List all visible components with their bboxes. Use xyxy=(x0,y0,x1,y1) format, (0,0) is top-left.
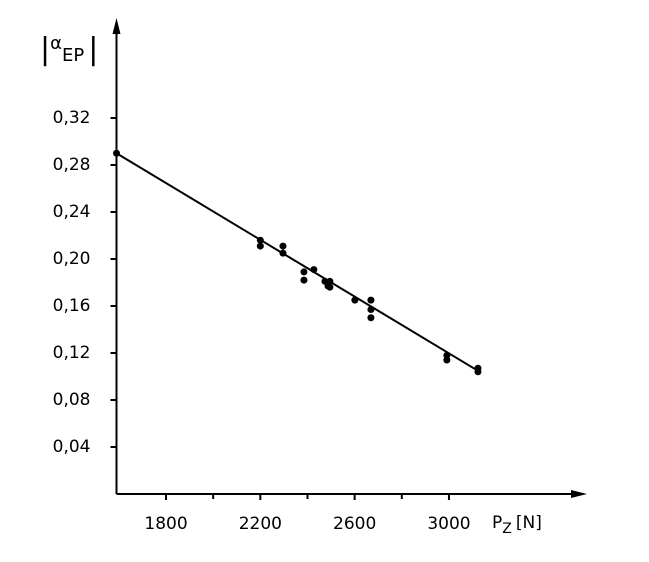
data-point xyxy=(256,242,264,250)
x-tick-label: 1800 xyxy=(144,514,187,534)
y-tick-label: 0,28 xyxy=(53,155,91,175)
data-point xyxy=(113,149,120,157)
x-axis-arrow xyxy=(571,490,587,498)
data-point xyxy=(279,242,287,250)
data-point xyxy=(367,306,375,314)
data-point xyxy=(326,277,334,285)
y-axis-label: |αEP | xyxy=(40,32,98,67)
x-label-subscript: Z xyxy=(502,521,512,537)
x-axis-label: PZ [N] xyxy=(492,513,542,537)
x-tick-label: 2600 xyxy=(333,514,376,534)
data-point xyxy=(367,296,375,304)
y-tick-label: 0,32 xyxy=(53,108,91,128)
y-tick-label: 0,04 xyxy=(53,437,91,457)
y-tick-label: 0,16 xyxy=(53,296,91,316)
data-point xyxy=(310,266,318,274)
y-tick-label: 0,24 xyxy=(53,202,91,222)
data-point xyxy=(351,296,359,304)
y-axis-arrow xyxy=(112,18,121,34)
y-tick-label: 0,08 xyxy=(53,390,91,410)
data-point xyxy=(300,268,308,276)
y-tick-label: 0,12 xyxy=(53,343,91,363)
y-tick-label: 0,20 xyxy=(53,249,91,269)
y-label-symbol: α xyxy=(50,33,62,54)
data-point xyxy=(256,236,264,244)
y-label-subscript: EP xyxy=(62,45,84,66)
data-point xyxy=(367,314,375,322)
fit-line xyxy=(115,152,481,373)
data-point xyxy=(326,283,334,291)
data-point xyxy=(300,276,308,284)
data-point xyxy=(279,249,287,257)
data-point xyxy=(443,356,451,364)
x-label-unit: [N] xyxy=(516,513,542,533)
data-point xyxy=(474,368,482,376)
x-label-symbol: P xyxy=(492,513,502,533)
x-tick-label: 3000 xyxy=(427,514,470,534)
x-tick-label: 2200 xyxy=(239,514,282,534)
